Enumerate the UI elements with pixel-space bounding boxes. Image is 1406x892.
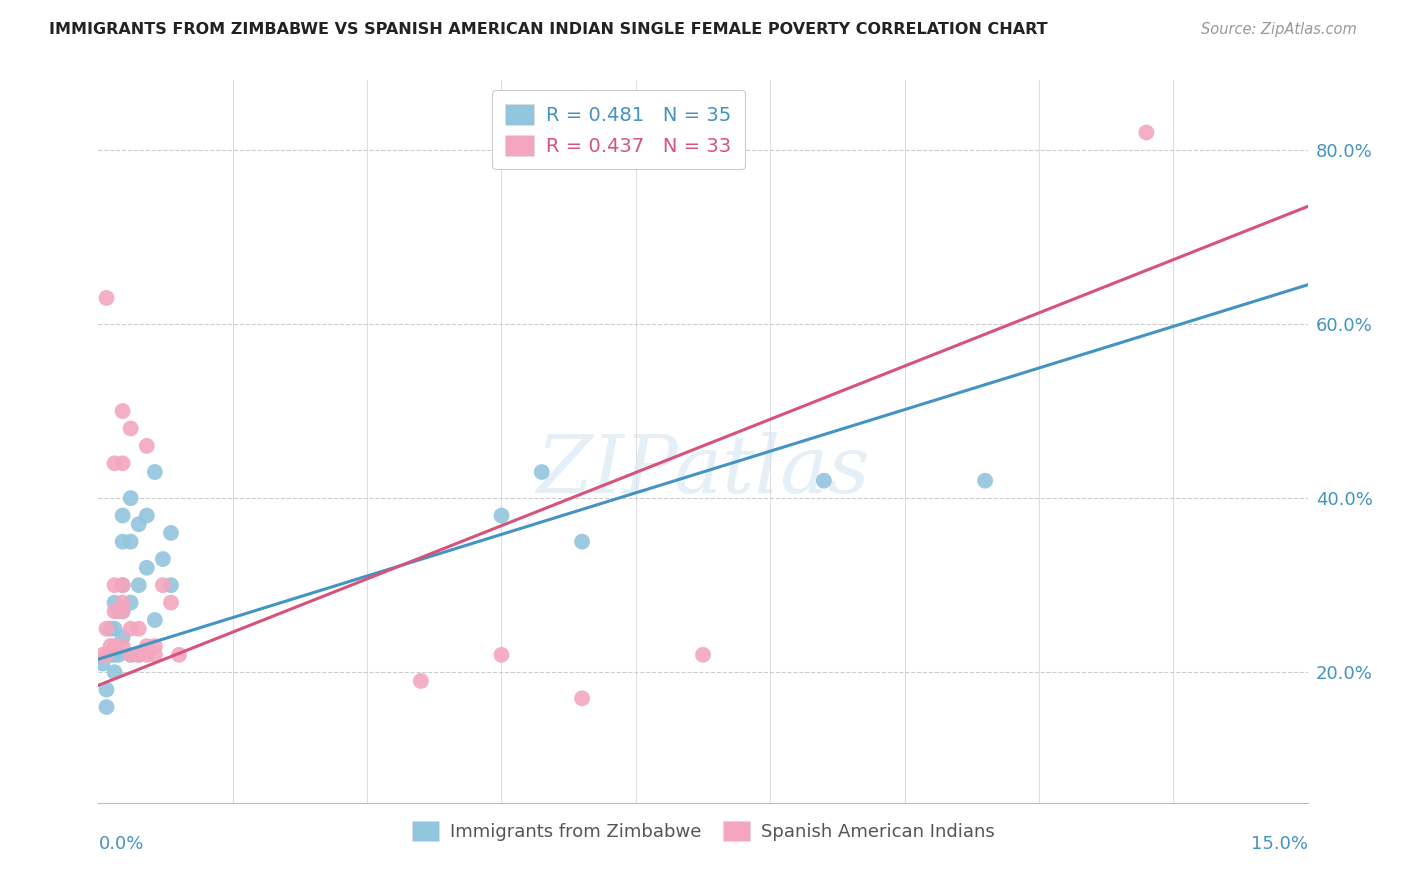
Text: IMMIGRANTS FROM ZIMBABWE VS SPANISH AMERICAN INDIAN SINGLE FEMALE POVERTY CORREL: IMMIGRANTS FROM ZIMBABWE VS SPANISH AMER… <box>49 22 1047 37</box>
Point <box>128 648 150 662</box>
Point <box>111 596 134 610</box>
Point <box>91 648 114 662</box>
Point <box>167 648 190 662</box>
Point <box>152 578 174 592</box>
Point <box>152 552 174 566</box>
Point <box>128 648 150 662</box>
Point <box>111 456 134 470</box>
Point <box>100 639 122 653</box>
Legend: Immigrants from Zimbabwe, Spanish American Indians: Immigrants from Zimbabwe, Spanish Americ… <box>405 814 1001 848</box>
Point <box>91 657 114 671</box>
Point <box>143 613 166 627</box>
Text: ZIPatlas: ZIPatlas <box>536 432 870 509</box>
Point <box>128 517 150 532</box>
Point <box>96 648 118 662</box>
Point <box>135 439 157 453</box>
Point <box>974 474 997 488</box>
Point <box>111 604 134 618</box>
Point <box>1135 126 1157 140</box>
Point <box>160 578 183 592</box>
Point <box>100 648 122 662</box>
Point <box>96 700 118 714</box>
Point <box>120 534 142 549</box>
Point <box>160 596 183 610</box>
Point <box>111 508 134 523</box>
Point <box>103 665 125 680</box>
Point <box>135 639 157 653</box>
Point <box>692 648 714 662</box>
Point <box>143 465 166 479</box>
Point <box>111 631 134 645</box>
Point <box>135 648 157 662</box>
Point <box>160 525 183 540</box>
Point <box>111 404 134 418</box>
Point <box>135 561 157 575</box>
Point <box>103 622 125 636</box>
Point <box>96 622 118 636</box>
Point <box>111 578 134 592</box>
Point <box>96 682 118 697</box>
Point <box>530 465 553 479</box>
Point <box>120 491 142 505</box>
Point <box>111 604 134 618</box>
Point <box>120 648 142 662</box>
Point <box>135 508 157 523</box>
Point <box>128 622 150 636</box>
Point <box>571 534 593 549</box>
Point <box>103 639 125 653</box>
Point <box>103 578 125 592</box>
Text: 0.0%: 0.0% <box>98 835 143 854</box>
Point <box>143 648 166 662</box>
Point <box>491 648 513 662</box>
Text: 15.0%: 15.0% <box>1250 835 1308 854</box>
Point <box>409 673 432 688</box>
Point <box>491 508 513 523</box>
Point <box>107 604 129 618</box>
Point <box>120 596 142 610</box>
Point <box>107 648 129 662</box>
Point <box>103 604 125 618</box>
Point <box>111 578 134 592</box>
Point <box>120 648 142 662</box>
Point <box>813 474 835 488</box>
Point <box>120 622 142 636</box>
Point <box>111 534 134 549</box>
Point <box>103 596 125 610</box>
Point <box>103 456 125 470</box>
Point <box>100 622 122 636</box>
Point <box>120 421 142 435</box>
Text: Source: ZipAtlas.com: Source: ZipAtlas.com <box>1201 22 1357 37</box>
Point <box>103 648 125 662</box>
Point <box>128 578 150 592</box>
Point <box>111 639 134 653</box>
Point <box>571 691 593 706</box>
Point <box>96 291 118 305</box>
Point <box>143 639 166 653</box>
